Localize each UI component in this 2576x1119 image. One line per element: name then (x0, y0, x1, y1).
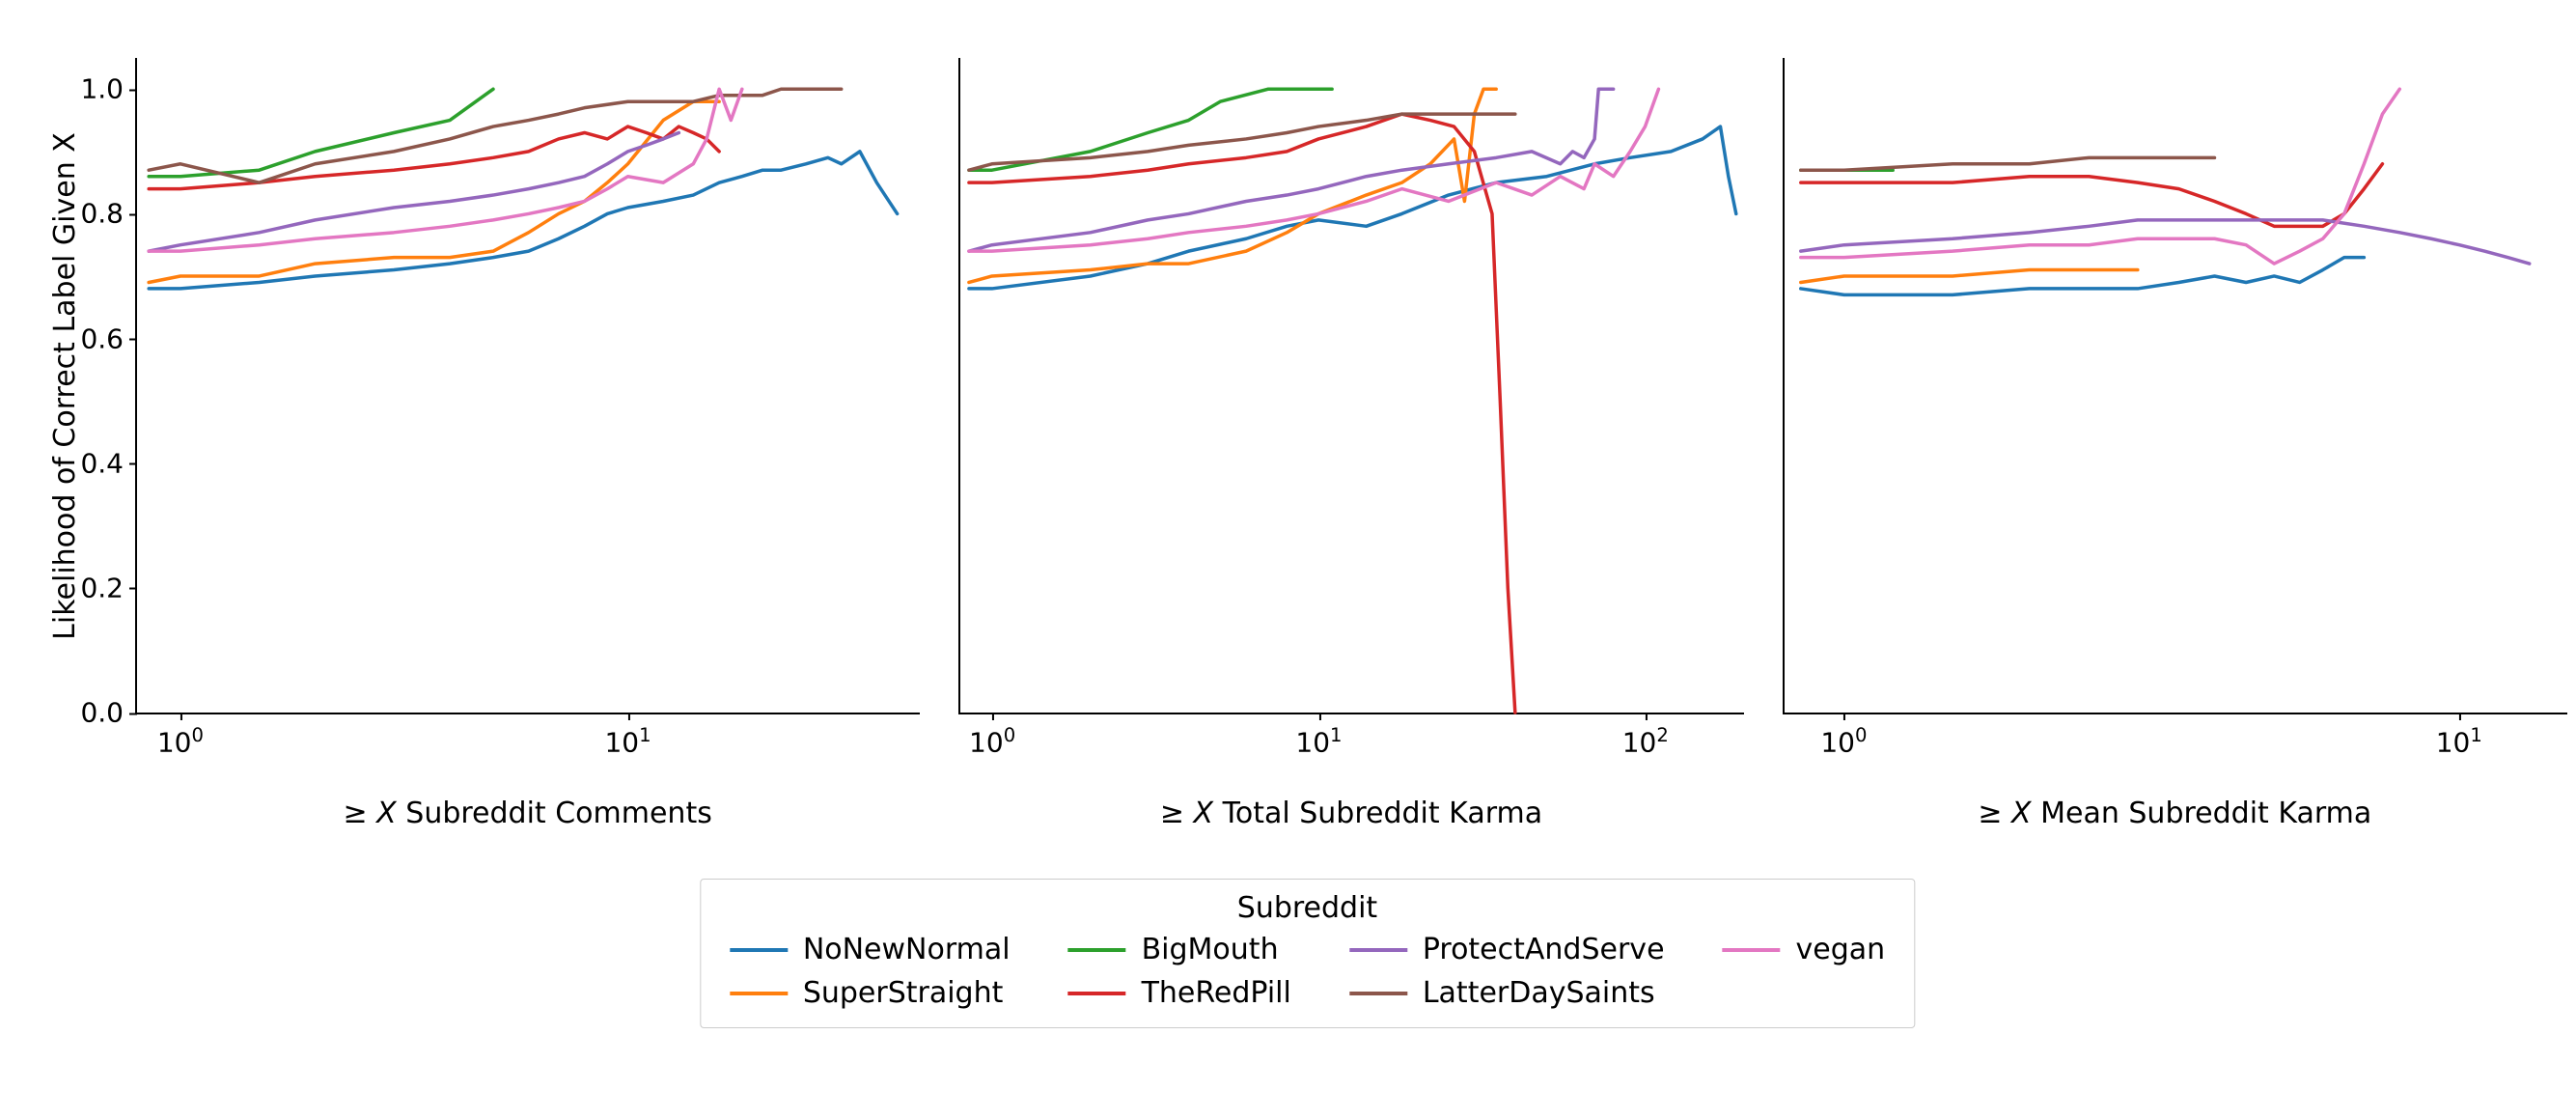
y-tick: 1.0 (80, 73, 137, 105)
legend-swatch (1068, 992, 1126, 995)
y-tick: 0.0 (80, 697, 137, 729)
legend-label: TheRedPill (1142, 976, 1291, 1010)
series-vegan (149, 89, 742, 251)
x-tick: 101 (2436, 713, 2482, 758)
y-tick: 0.2 (80, 572, 137, 603)
y-tick: 0.6 (80, 322, 137, 354)
legend-item-theredpill: TheRedPill (1068, 976, 1291, 1010)
legend-grid: NoNewNormal SuperStraight BigMouth TheRedPi… (730, 933, 1885, 1010)
x-axis-label: ≥ X Mean Subreddit Karma (1783, 797, 2567, 830)
figure: Likelihood of Correct Label Given X 0.00… (19, 19, 2576, 1100)
y-axis-label: Likelihood of Correct Label Given X (48, 58, 87, 714)
legend-label: vegan (1796, 933, 1886, 966)
legend-swatch (730, 948, 788, 952)
legend-label: NoNewNormal (803, 933, 1011, 966)
x-tick: 101 (1295, 713, 1342, 758)
panels-row: 0.00.20.40.60.81.0100101≥ X Subreddit Co… (135, 58, 2567, 772)
legend-label: BigMouth (1142, 933, 1279, 966)
series-nonewnormal (149, 152, 897, 289)
panel-total_karma: 100101102≥ X Total Subreddit Karma (958, 58, 1743, 772)
legend-swatch (1068, 948, 1126, 952)
legend-item-superstraight: SuperStraight (730, 976, 1011, 1010)
legend-item-vegan: vegan (1723, 933, 1886, 966)
x-tick: 100 (969, 713, 1015, 758)
series-protectandserve (1800, 220, 2529, 264)
x-tick: 100 (157, 713, 204, 758)
legend-swatch (1723, 948, 1781, 952)
chart-svg (1785, 58, 2567, 713)
x-tick: 100 (1820, 713, 1867, 758)
x-tick: 102 (1622, 713, 1669, 758)
y-tick: 0.8 (80, 198, 137, 230)
legend-item-bigmouth: BigMouth (1068, 933, 1291, 966)
legend-swatch (1349, 948, 1407, 952)
plot-area: 100101 (1783, 58, 2567, 714)
series-nonewnormal (969, 126, 1736, 289)
plot-area: 0.00.20.40.60.81.0100101 (135, 58, 920, 714)
series-vegan (969, 89, 1659, 251)
series-bigmouth (969, 89, 1332, 170)
x-axis-label: ≥ X Subreddit Comments (135, 797, 920, 830)
legend-item-nonewnormal: NoNewNormal (730, 933, 1011, 966)
series-theredpill (1800, 164, 2382, 227)
x-axis-label: ≥ X Total Subreddit Karma (958, 797, 1743, 830)
panel-mean_karma: 100101≥ X Mean Subreddit Karma (1783, 58, 2567, 772)
legend-label: LatterDaySaints (1423, 976, 1655, 1010)
legend: Subreddit NoNewNormal SuperStraight BigMou… (700, 879, 1915, 1028)
y-tick: 0.4 (80, 447, 137, 479)
plot-area: 100101102 (958, 58, 1743, 714)
legend-item-latterdaysaints: LatterDaySaints (1349, 976, 1665, 1010)
chart-svg (960, 58, 1743, 713)
legend-swatch (730, 992, 788, 995)
series-superstraight (1800, 270, 2137, 283)
legend-swatch (1349, 992, 1407, 995)
series-latterdaysaints (1800, 157, 2214, 170)
panel-comments: 0.00.20.40.60.81.0100101≥ X Subreddit Co… (135, 58, 920, 772)
legend-title: Subreddit (730, 891, 1885, 925)
legend-label: SuperStraight (803, 976, 1004, 1010)
legend-label: ProtectAndServe (1423, 933, 1665, 966)
chart-svg (137, 58, 920, 713)
legend-item-protectandserve: ProtectAndServe (1349, 933, 1665, 966)
x-tick: 101 (604, 713, 651, 758)
